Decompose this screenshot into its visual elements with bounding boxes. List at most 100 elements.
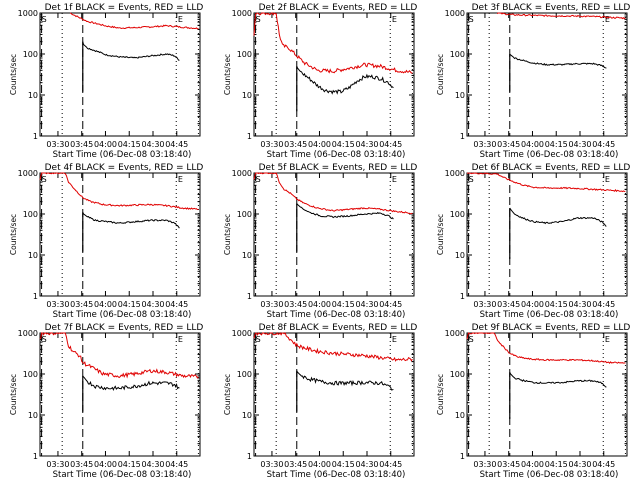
- series-lld-line: [69, 12, 199, 30]
- x-tick-label: 04:45: [165, 460, 188, 469]
- x-axis-label: Start Time (06-Dec-08 03:18:40): [480, 150, 619, 160]
- x-tick-label: 03:30: [473, 300, 496, 309]
- series-events-line: [509, 372, 607, 388]
- y-tick-label: 100: [237, 50, 252, 59]
- y-axis-label: Counts/sec: [223, 54, 232, 95]
- x-tick-label: 04:30: [355, 300, 378, 309]
- end-marker-label: E: [178, 175, 183, 184]
- chart-title: Det 7f BLACK = Events, RED = LLD: [45, 323, 204, 333]
- x-tick-label: 04:00: [308, 460, 331, 469]
- y-tick-label: 1000: [232, 329, 252, 338]
- series-events-line: [509, 53, 607, 69]
- series-events-line: [82, 375, 180, 392]
- x-tick-label: 03:45: [70, 460, 93, 469]
- x-tick-label: 04:45: [592, 300, 615, 309]
- x-tick-label: 04:30: [355, 460, 378, 469]
- x-tick-label: 04:30: [141, 140, 164, 149]
- y-tick-label: 1000: [18, 9, 38, 18]
- series-events-line: [296, 370, 394, 391]
- y-tick-label: 1000: [18, 329, 38, 338]
- plot-frame: [253, 12, 415, 137]
- series-events-line: [82, 212, 180, 229]
- chart-svg: Det 7f BLACK = Events, RED = LLD 1 10 100 10…: [9, 323, 204, 480]
- y-tick-label: 10: [455, 411, 465, 420]
- x-tick-label: 04:00: [94, 300, 117, 309]
- x-axis-label: Start Time (06-Dec-08 03:18:40): [53, 470, 192, 480]
- y-axis-label: Counts/sec: [9, 374, 18, 415]
- y-tick-label: 1: [247, 292, 252, 301]
- x-tick-label: 03:45: [284, 300, 307, 309]
- plot-frame: [466, 12, 628, 137]
- start-marker-label: S: [469, 15, 474, 24]
- start-marker-label: S: [469, 175, 474, 184]
- x-tick-label: 04:30: [355, 140, 378, 149]
- series-lld-line: [466, 172, 626, 193]
- end-marker-label: E: [392, 175, 397, 184]
- chart-title: Det 4f BLACK = Events, RED = LLD: [45, 163, 204, 173]
- x-tick-label: 04:45: [379, 460, 402, 469]
- series-lld-line: [39, 332, 199, 379]
- y-tick-label: 10: [455, 91, 465, 100]
- y-tick-label: 1: [247, 452, 252, 461]
- series-lld-line: [253, 172, 413, 215]
- y-tick-label: 1000: [232, 9, 252, 18]
- x-tick-label: 03:30: [473, 460, 496, 469]
- plot-frame: [466, 332, 628, 457]
- y-tick-label: 1000: [232, 169, 252, 178]
- y-tick-label: 10: [242, 411, 252, 420]
- x-tick-label: 04:45: [379, 300, 402, 309]
- chart-svg: Det 5f BLACK = Events, RED = LLD 1 10 100 10…: [223, 163, 418, 320]
- y-tick-label: 1: [33, 292, 38, 301]
- plot-frame: [253, 332, 415, 457]
- x-tick-label: 04:15: [545, 460, 568, 469]
- x-tick-label: 04:45: [592, 460, 615, 469]
- y-tick-label: 10: [242, 251, 252, 260]
- chart-title: Det 8f BLACK = Events, RED = LLD: [259, 323, 418, 333]
- y-tick-label: 100: [237, 370, 252, 379]
- chart-panel-2: Det 2f BLACK = Events, RED = LLD 1 10 100 10…: [214, 0, 427, 160]
- chart-svg: Det 9f BLACK = Events, RED = LLD 1 10 100 10…: [436, 323, 631, 480]
- chart-title: Det 6f BLACK = Events, RED = LLD: [472, 163, 631, 173]
- chart-title: Det 5f BLACK = Events, RED = LLD: [259, 163, 418, 173]
- chart-title: Det 3f BLACK = Events, RED = LLD: [472, 3, 631, 13]
- x-tick-label: 04:30: [568, 140, 591, 149]
- chart-svg: Det 1f BLACK = Events, RED = LLD 1 10 100 10…: [9, 3, 204, 160]
- series-events-line: [296, 66, 394, 95]
- y-tick-label: 1000: [445, 329, 465, 338]
- y-tick-label: 1: [460, 292, 465, 301]
- y-axis-label: Counts/sec: [436, 374, 445, 415]
- chart-svg: Det 3f BLACK = Events, RED = LLD 1 10 100 10…: [436, 3, 631, 160]
- x-tick-label: 04:15: [545, 300, 568, 309]
- x-tick-label: 03:30: [46, 300, 69, 309]
- x-tick-label: 04:00: [308, 300, 331, 309]
- chart-svg: Det 4f BLACK = Events, RED = LLD 1 10 100 10…: [9, 163, 204, 320]
- start-marker-label: S: [42, 335, 47, 344]
- end-marker-label: E: [178, 15, 183, 24]
- chart-panel-7: Det 7f BLACK = Events, RED = LLD 1 10 100 10…: [0, 320, 213, 480]
- end-marker-label: E: [605, 15, 610, 24]
- y-tick-label: 1000: [445, 169, 465, 178]
- chart-title: Det 2f BLACK = Events, RED = LLD: [259, 3, 418, 13]
- y-tick-label: 1: [460, 452, 465, 461]
- chart-svg: Det 8f BLACK = Events, RED = LLD 1 10 100 10…: [223, 323, 418, 480]
- x-axis-label: Start Time (06-Dec-08 03:18:40): [53, 150, 192, 160]
- start-marker-label: S: [469, 335, 474, 344]
- x-tick-label: 04:30: [568, 300, 591, 309]
- y-tick-label: 1000: [445, 9, 465, 18]
- x-tick-label: 04:00: [94, 460, 117, 469]
- chart-title: Det 9f BLACK = Events, RED = LLD: [472, 323, 631, 333]
- x-axis-label: Start Time (06-Dec-08 03:18:40): [267, 470, 406, 480]
- x-tick-label: 03:30: [46, 140, 69, 149]
- y-tick-label: 1: [460, 132, 465, 141]
- y-tick-label: 10: [455, 251, 465, 260]
- chart-title: Det 1f BLACK = Events, RED = LLD: [45, 3, 204, 13]
- chart-panel-4: Det 4f BLACK = Events, RED = LLD 1 10 100 10…: [0, 160, 213, 320]
- chart-panel-5: Det 5f BLACK = Events, RED = LLD 1 10 100 10…: [214, 160, 427, 320]
- x-tick-label: 04:45: [379, 140, 402, 149]
- start-marker-label: S: [42, 15, 47, 24]
- y-tick-label: 100: [23, 370, 38, 379]
- y-tick-label: 100: [450, 210, 465, 219]
- x-tick-label: 03:45: [70, 300, 93, 309]
- x-tick-label: 04:15: [332, 300, 355, 309]
- y-axis-label: Counts/sec: [9, 214, 18, 255]
